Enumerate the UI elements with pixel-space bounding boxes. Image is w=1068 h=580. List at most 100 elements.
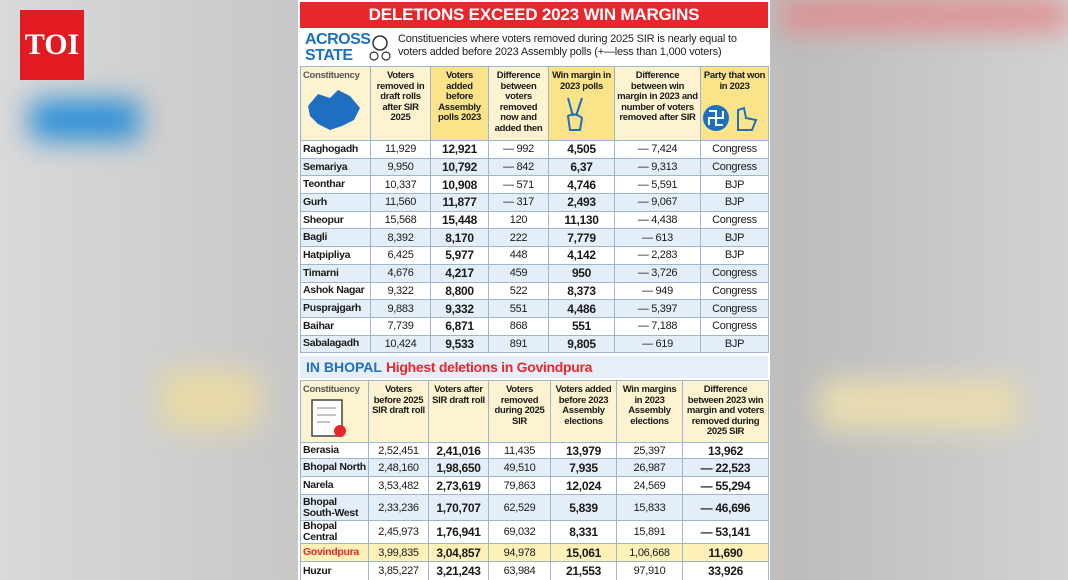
cell: — 2,283 bbox=[614, 246, 701, 265]
cell: — 7,424 bbox=[614, 140, 701, 159]
cell: 2,52,451 bbox=[368, 442, 429, 459]
cell: Bhopal South-West bbox=[300, 494, 369, 521]
cell: 222 bbox=[488, 228, 549, 248]
cell: — 842 bbox=[488, 157, 549, 177]
cell: 24,569 bbox=[616, 476, 683, 495]
cell: BJP bbox=[700, 193, 769, 212]
cell: 8,392 bbox=[370, 228, 431, 248]
cell: 8,373 bbox=[548, 281, 615, 301]
cell: 10,908 bbox=[430, 175, 489, 195]
cell: 11,560 bbox=[370, 193, 431, 212]
cell: 15,833 bbox=[616, 494, 683, 521]
header-row: Constituency Voters removed in draft roll… bbox=[300, 66, 769, 141]
data-row: Semariya 9,950 10,792— 842 6,37— 9,313 Congr… bbox=[300, 157, 769, 177]
cell: — 571 bbox=[488, 175, 549, 195]
cell: 9,950 bbox=[370, 157, 431, 177]
cell: 6,871 bbox=[430, 316, 489, 336]
cell: 10,424 bbox=[370, 334, 431, 354]
column-header: Difference between voters removed now an… bbox=[488, 66, 549, 141]
cell: BJP bbox=[700, 246, 769, 265]
cell: Gurh bbox=[300, 193, 371, 212]
cell: 12,921 bbox=[430, 140, 489, 159]
party-icons bbox=[703, 105, 758, 131]
cell: 459 bbox=[488, 263, 549, 283]
cell: — 317 bbox=[488, 193, 549, 212]
cell: Congress bbox=[700, 281, 769, 301]
cell: — 992 bbox=[488, 140, 549, 159]
cell: Semariya bbox=[300, 157, 371, 177]
cell: BJP bbox=[700, 175, 769, 195]
description: Constituencies where voters removed duri… bbox=[398, 33, 737, 58]
cell: 13,979 bbox=[550, 442, 617, 459]
data-row: Huzur 3,85,227 3,21,243 63,984 21,553 97,910 3… bbox=[300, 561, 769, 580]
cell: 15,448 bbox=[430, 210, 489, 230]
cell: Congress bbox=[700, 157, 769, 177]
people-icon bbox=[369, 35, 391, 61]
cell: — 5,397 bbox=[614, 299, 701, 318]
data-row: Bagli 8,392 8,170 222 7,779— 613 BJP bbox=[300, 228, 769, 248]
cell: 10,792 bbox=[430, 157, 489, 177]
column-header: Win margins in 2023 Assembly elections bbox=[616, 380, 683, 443]
background-blur bbox=[30, 100, 140, 140]
cell: 15,568 bbox=[370, 210, 431, 230]
data-row: Sheopur 15,568 15,448 120 11,130— 4,438 Congr… bbox=[300, 210, 769, 230]
cell: 8,331 bbox=[550, 520, 617, 544]
cell: — 3,726 bbox=[614, 263, 701, 283]
cell: 4,746 bbox=[548, 175, 615, 195]
cell: 9,332 bbox=[430, 299, 489, 318]
cell: 1,70,707 bbox=[428, 494, 489, 521]
cell: 522 bbox=[488, 281, 549, 301]
cell: — 5,591 bbox=[614, 175, 701, 195]
cell: 7,935 bbox=[550, 458, 617, 477]
header-row: Constituency Voters before 2025 SIR draft… bbox=[300, 380, 769, 443]
ballot-icon bbox=[311, 399, 346, 437]
cell: Timarni bbox=[300, 263, 371, 283]
section-label: ACROSS STATE bbox=[305, 31, 371, 64]
cell: 120 bbox=[488, 210, 549, 230]
cell: 33,926 bbox=[682, 561, 769, 580]
cell: — 7,188 bbox=[614, 316, 701, 336]
cell: 4,676 bbox=[370, 263, 431, 283]
cell: 10,337 bbox=[370, 175, 431, 195]
data-row: Narela 3,53,482 2,73,619 79,863 12,024 24,569… bbox=[300, 476, 769, 495]
cell: 21,553 bbox=[550, 561, 617, 580]
cell: 7,779 bbox=[548, 228, 615, 248]
column-header: Voters added before 2023 Assembly electi… bbox=[550, 380, 617, 443]
cell: 2,48,160 bbox=[368, 458, 429, 477]
cell: Congress bbox=[700, 210, 769, 230]
cell: 79,863 bbox=[488, 476, 551, 495]
background-blur bbox=[820, 380, 1020, 430]
cell: 4,217 bbox=[430, 263, 489, 283]
cell: 3,99,835 bbox=[368, 543, 429, 562]
data-row: Baihar 7,739 6,871 868 551— 7,188 Congress bbox=[300, 316, 769, 336]
cell: 7,739 bbox=[370, 316, 431, 336]
background-blur bbox=[160, 370, 260, 430]
cell: 4,505 bbox=[548, 140, 615, 159]
cell: 2,73,619 bbox=[428, 476, 489, 495]
cell: 551 bbox=[548, 316, 615, 336]
cell: 26,987 bbox=[616, 458, 683, 477]
data-row: Pusprajgarh 9,883 9,332 551 4,486— 5,397 Cong… bbox=[300, 299, 769, 318]
cell: 11,690 bbox=[682, 543, 769, 562]
column-header: Voters removed in draft rolls after SIR … bbox=[370, 66, 431, 141]
cell: 1,76,941 bbox=[428, 520, 489, 544]
cell: 11,877 bbox=[430, 193, 489, 212]
column-header: Voters before 2025 SIR draft roll bbox=[368, 380, 429, 443]
cell: 25,397 bbox=[616, 442, 683, 459]
cell: BJP bbox=[700, 228, 769, 248]
cell: 69,032 bbox=[488, 520, 551, 544]
data-row: Bhopal Central 2,45,973 1,76,941 69,032 8,33… bbox=[300, 520, 769, 544]
cell: 5,977 bbox=[430, 246, 489, 265]
title: DELETIONS EXCEED 2023 WIN MARGINS bbox=[300, 2, 768, 28]
cell: 9,322 bbox=[370, 281, 431, 301]
infographic: DELETIONS EXCEED 2023 WIN MARGINS ACROSS… bbox=[298, 0, 770, 580]
column-header: Voters after SIR draft roll bbox=[428, 380, 489, 443]
cell: Congress bbox=[700, 140, 769, 159]
cell: 11,130 bbox=[548, 210, 615, 230]
cell: Pusprajgarh bbox=[300, 299, 371, 318]
cell: 3,21,243 bbox=[428, 561, 489, 580]
data-row: Teonthar 10,337 10,908— 571 4,746— 5,591 BJP bbox=[300, 175, 769, 195]
cell: — 4,438 bbox=[614, 210, 701, 230]
data-row: Ashok Nagar 9,322 8,800 522 8,373— 949 Congre… bbox=[300, 281, 769, 301]
